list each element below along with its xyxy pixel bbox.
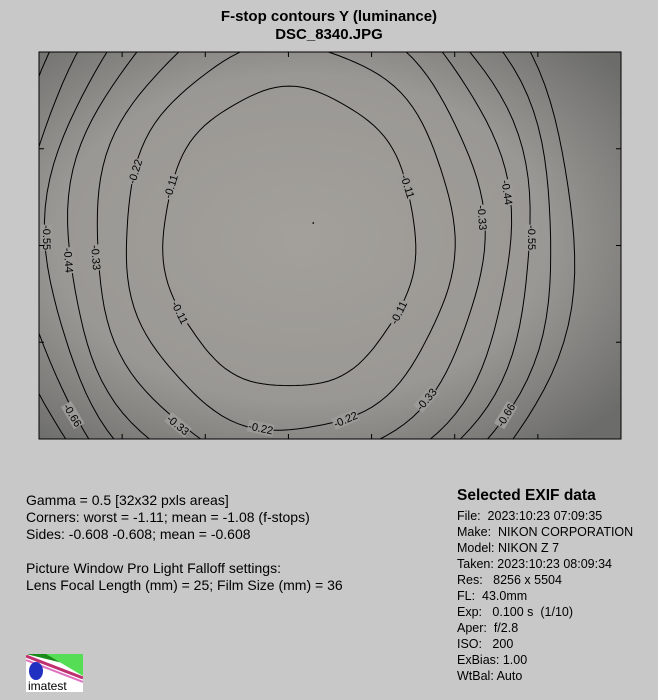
contour-line <box>67 52 513 439</box>
chart-title: F-stop contours Y (luminance) <box>220 8 438 25</box>
contour-label-bg <box>331 408 360 430</box>
contour-label-bg <box>40 224 53 251</box>
contour-line <box>125 52 456 431</box>
pwp-settings-heading: Picture Window Pro Light Falloff setting… <box>26 560 281 576</box>
spacer <box>26 543 343 560</box>
contour-plot: -0.11 -0.11-0.11 -0.11-0.22 -0.22-0.22-0.33… <box>38 51 622 440</box>
gamma-line: Gamma = 0.5 [32x32 pxls areas] <box>26 492 229 508</box>
exif-heading: Selected EXIF data <box>457 487 596 504</box>
corners-line: Corners: worst = -1.11; mean = -1.08 (f-… <box>26 509 310 525</box>
contour-label-bg <box>493 400 518 430</box>
contour-label-bg <box>387 298 410 327</box>
contour-label: -0.44 <box>498 179 514 206</box>
contour-label-bg <box>475 204 490 232</box>
exif-line: WtBal: Auto <box>457 669 523 683</box>
contour-label-bg <box>398 172 418 201</box>
contour-label: -0.33 <box>474 205 488 231</box>
contour-label-bg <box>125 157 145 186</box>
exif-line: File: 2023:10:23 07:09:35 <box>457 509 603 523</box>
plot-area <box>39 52 621 439</box>
imatest-logo: imatest <box>25 654 84 693</box>
contour-label-bg <box>246 419 275 437</box>
contour-label-bg <box>161 172 181 201</box>
contour-label-bg <box>413 385 440 414</box>
contour-label-bg <box>89 244 104 271</box>
info-panel: Gamma = 0.5 [32x32 pxls areas] Corners: … <box>26 492 343 594</box>
contour-label: -0.55 <box>40 225 52 250</box>
exif-line: Make: NIKON CORPORATION <box>457 525 634 539</box>
contour-label-bg <box>499 178 516 207</box>
contour-label-bg <box>164 411 192 438</box>
contour-label: -0.44 <box>61 247 75 273</box>
exif-line: Exp: 0.100 s (1/10) <box>457 605 574 619</box>
contour-label-bg <box>168 298 192 327</box>
exif-panel: Selected EXIF data File: 2023:10:23 07:0… <box>457 488 633 684</box>
svg-text:imatest: imatest <box>28 679 67 692</box>
exif-line: Model: NIKON Z 7 <box>457 541 560 555</box>
pwp-settings-line: Lens Focal Length (mm) = 25; Film Size (… <box>26 577 343 593</box>
contour-label-bg <box>61 246 76 274</box>
contour-label: -0.22 <box>247 421 274 438</box>
exif-line: FL: 43.0mm <box>457 589 528 603</box>
contour-line <box>162 85 417 387</box>
exif-line: Res: 8256 x 5504 <box>457 573 562 587</box>
chart-subtitle: DSC_8340.JPG <box>275 26 383 43</box>
contour-label: -0.55 <box>525 225 537 250</box>
exif-line: Aper: f/2.8 <box>457 621 519 635</box>
contour-label: -0.33 <box>88 245 102 271</box>
center-marker <box>312 222 315 224</box>
sides-line: Sides: -0.608 -0.608; mean = -0.608 <box>26 526 251 542</box>
exif-line: Taken: 2023:10:23 08:09:34 <box>457 557 612 571</box>
exif-line: ISO: 200 <box>457 637 514 651</box>
contour-label-bg <box>60 400 85 430</box>
contour-label-bg <box>525 224 538 251</box>
exif-line: ExBias: 1.00 <box>457 653 528 667</box>
contour-line <box>96 52 486 439</box>
